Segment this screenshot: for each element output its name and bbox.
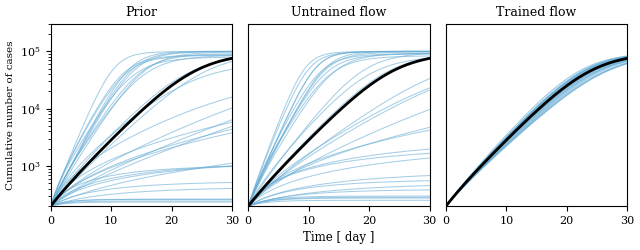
X-axis label: Time [ day ]: Time [ day ]	[303, 232, 374, 244]
Y-axis label: Cumulative number of cases: Cumulative number of cases	[6, 40, 15, 190]
Title: Untrained flow: Untrained flow	[291, 6, 387, 18]
Title: Prior: Prior	[125, 6, 157, 18]
Title: Trained flow: Trained flow	[497, 6, 577, 18]
